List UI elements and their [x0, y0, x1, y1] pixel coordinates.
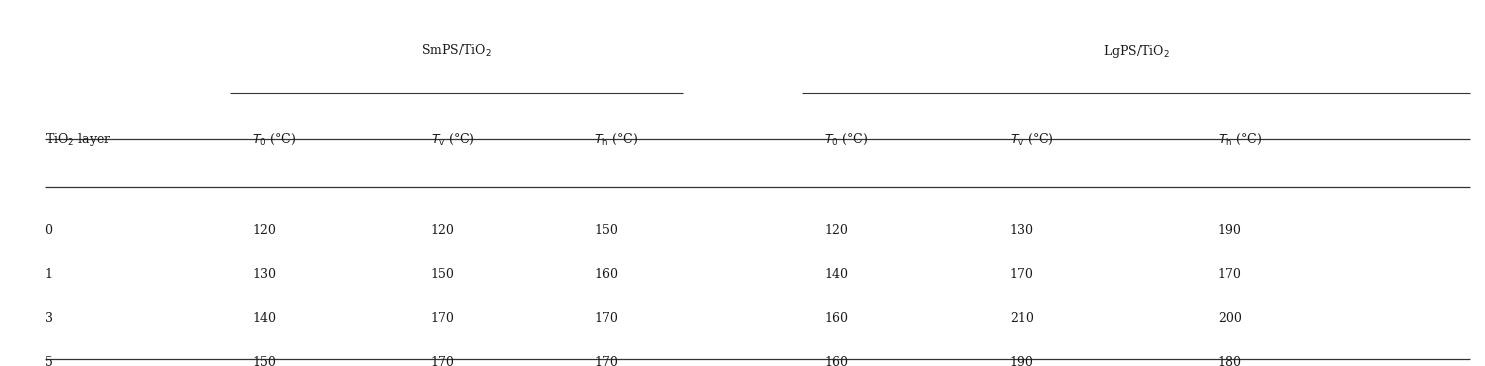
Text: $T_{\rm h}$ (°C): $T_{\rm h}$ (°C): [594, 131, 639, 147]
Text: 170: 170: [431, 356, 454, 366]
Text: 150: 150: [431, 268, 454, 281]
Text: 120: 120: [431, 224, 454, 237]
Text: 170: 170: [1218, 268, 1241, 281]
Text: 140: 140: [824, 268, 848, 281]
Text: 180: 180: [1218, 356, 1241, 366]
Text: 150: 150: [252, 356, 276, 366]
Text: $T_{\rm v}$ (°C): $T_{\rm v}$ (°C): [1010, 131, 1053, 147]
Text: 0: 0: [45, 224, 52, 237]
Text: 170: 170: [1010, 268, 1034, 281]
Text: 3: 3: [45, 312, 52, 325]
Text: 140: 140: [252, 312, 276, 325]
Text: 160: 160: [824, 356, 848, 366]
Text: 170: 170: [431, 312, 454, 325]
Text: 1: 1: [45, 268, 52, 281]
Text: 130: 130: [252, 268, 276, 281]
Text: 200: 200: [1218, 312, 1241, 325]
Text: 190: 190: [1218, 224, 1241, 237]
Text: $T_0$ (°C): $T_0$ (°C): [824, 131, 869, 147]
Text: 130: 130: [1010, 224, 1034, 237]
Text: $T_{\rm h}$ (°C): $T_{\rm h}$ (°C): [1218, 131, 1262, 147]
Text: SmPS/TiO$_2$: SmPS/TiO$_2$: [422, 43, 492, 59]
Text: 150: 150: [594, 224, 618, 237]
Text: 160: 160: [594, 268, 618, 281]
Text: $T_{\rm v}$ (°C): $T_{\rm v}$ (°C): [431, 131, 474, 147]
Text: $T_0$ (°C): $T_0$ (°C): [252, 131, 297, 147]
Text: TiO$_2$ layer: TiO$_2$ layer: [45, 131, 111, 147]
Text: 210: 210: [1010, 312, 1034, 325]
Text: 160: 160: [824, 312, 848, 325]
Text: 120: 120: [252, 224, 276, 237]
Text: 170: 170: [594, 356, 618, 366]
Text: 190: 190: [1010, 356, 1034, 366]
Text: 5: 5: [45, 356, 52, 366]
Text: 170: 170: [594, 312, 618, 325]
Text: LgPS/TiO$_2$: LgPS/TiO$_2$: [1103, 43, 1169, 60]
Text: 120: 120: [824, 224, 848, 237]
